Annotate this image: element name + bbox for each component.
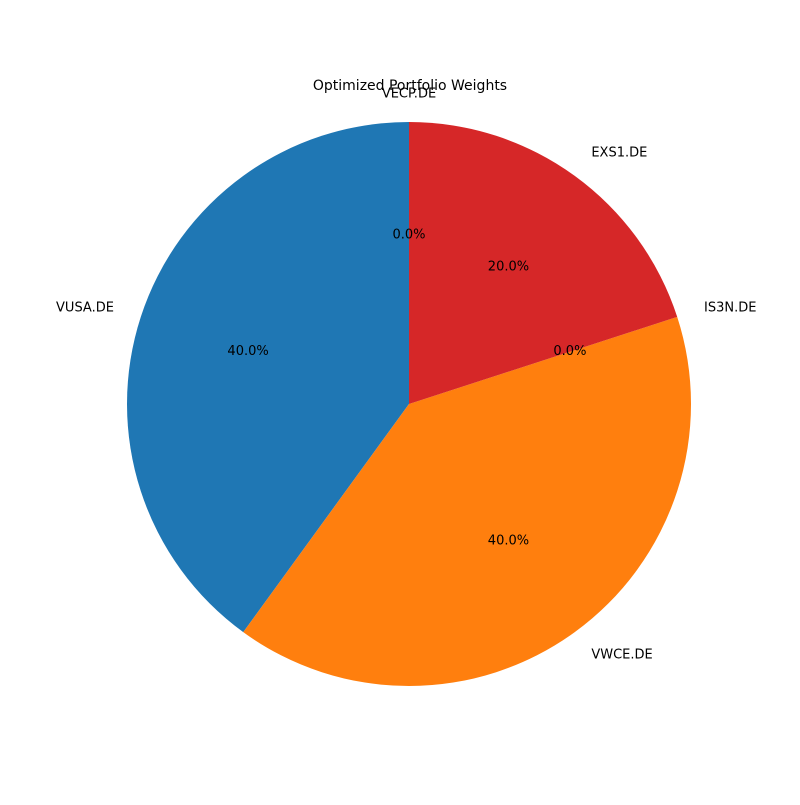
slice-label-vwce-de: VWCE.DE [591,647,652,662]
pie-slices [127,122,691,687]
slice-label-vusa-de: VUSA.DE [56,301,114,316]
slice-percent-is3n-de: 0.0% [553,344,586,359]
slice-label-is3n-de: IS3N.DE [704,301,756,316]
pie-labels: VECP.DE 0.0% VUSA.DE 40.0% VWCE.DE 40.0% IS3N.… [56,86,756,662]
slice-label-exs1-de: EXS1.DE [591,146,647,161]
slice-percent-vusa-de: 40.0% [227,344,268,359]
slice-label-vecp-de: VECP.DE [382,86,436,101]
pie-slice-exs1-de [409,122,678,404]
pie-slice-vwce-de [243,316,691,687]
pie-slice-vusa-de [127,122,409,633]
chart-title: Optimized Portfolio Weights [313,78,507,94]
slice-percent-vwce-de: 40.0% [488,533,529,548]
slice-percent-exs1-de: 20.0% [488,260,529,275]
slice-percent-vecp-de: 0.0% [392,227,425,242]
